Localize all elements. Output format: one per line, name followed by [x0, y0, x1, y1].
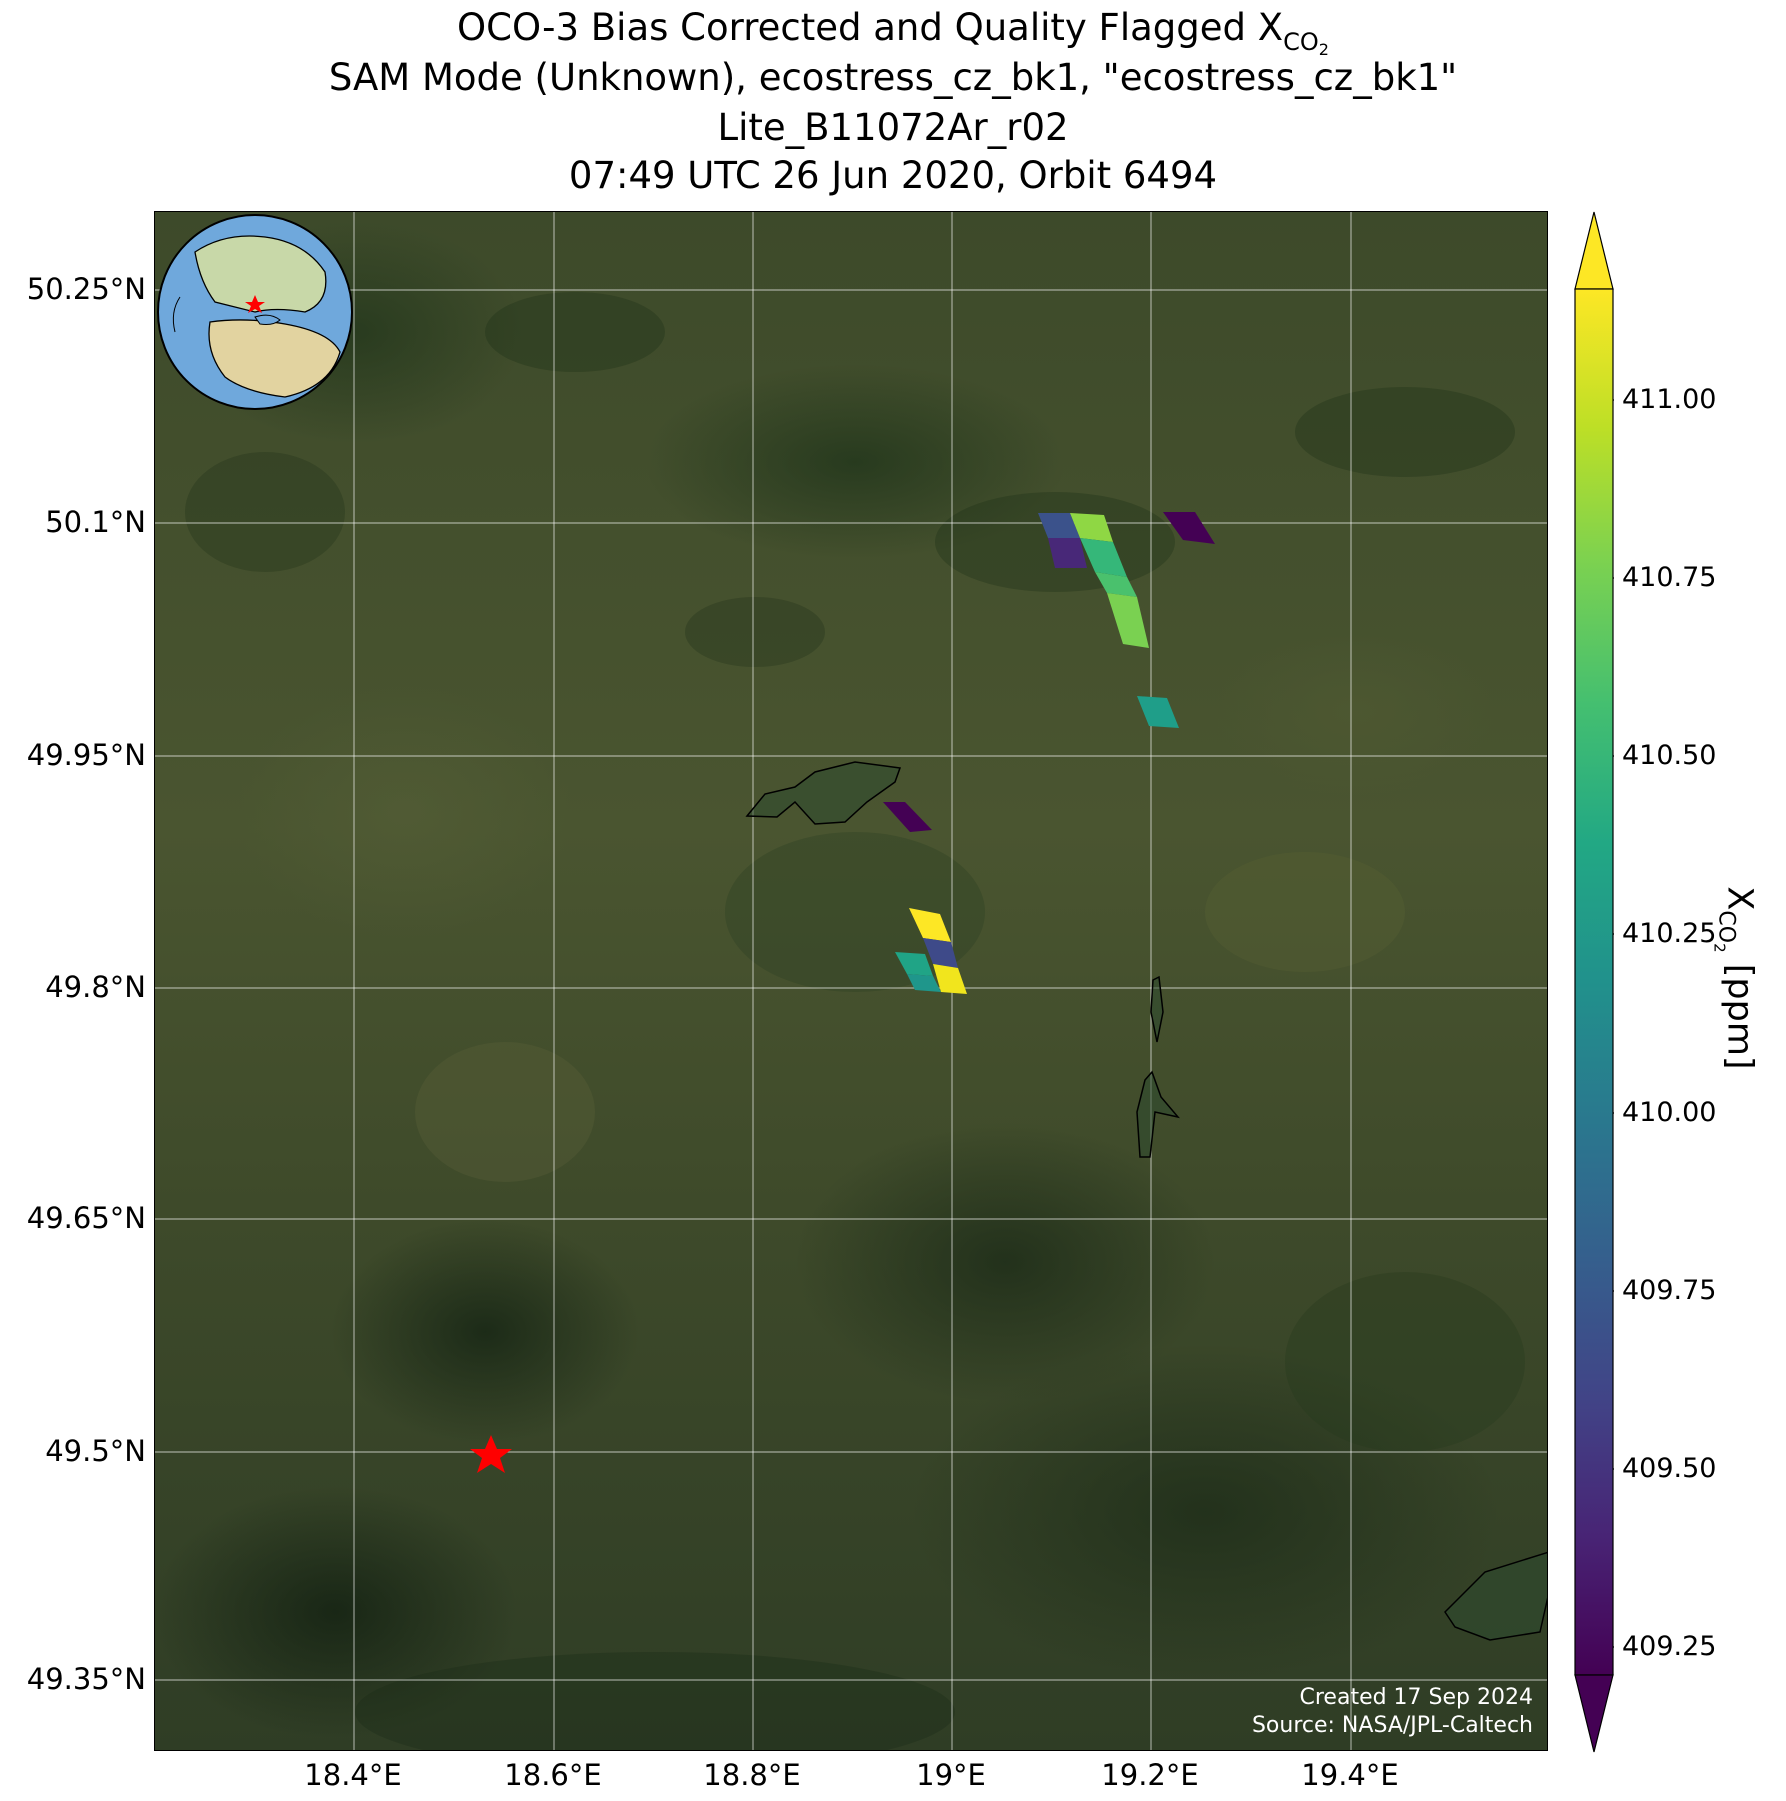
- xco2-soundings: [883, 512, 1215, 994]
- chart-title-line4: 07:49 UTC 26 Jun 2020, Orbit 6494: [568, 154, 1218, 197]
- lat-tick: 49.35°N: [26, 1662, 146, 1696]
- credits: Created 17 Sep 2024 Source: NASA/JPL-Cal…: [1252, 1684, 1533, 1740]
- lat-tick: 49.65°N: [26, 1201, 146, 1235]
- colorbar: [1574, 211, 1614, 1753]
- lat-tick: 50.25°N: [26, 272, 146, 306]
- sounding: [1038, 513, 1080, 538]
- colorbar-tick: 410.75: [1622, 562, 1717, 593]
- colorbar-tick: 410.25: [1622, 918, 1717, 949]
- colorbar-extend-min: [1574, 1674, 1614, 1753]
- colorbar-tick: 409.25: [1622, 1631, 1717, 1662]
- outlined-regions: [745, 761, 1547, 1641]
- lon-tick: 18.4°E: [304, 1758, 402, 1792]
- colorbar-label: XCO2 [ppm]: [1710, 886, 1760, 1070]
- target-star-marker: [470, 1435, 512, 1473]
- lon-tick: 18.8°E: [703, 1758, 801, 1792]
- inset-globe: [157, 214, 353, 410]
- chart-title-line1: OCO-3 Bias Corrected and Quality Flagged…: [457, 6, 1329, 59]
- sounding: [1080, 538, 1127, 577]
- data-source: Source: NASA/JPL-Caltech: [1251, 1713, 1533, 1738]
- lat-tick: 49.95°N: [26, 738, 146, 772]
- river-outline: [1150, 975, 1164, 1043]
- sounding: [895, 952, 933, 976]
- satellite-map: Created 17 Sep 2024 Source: NASA/JPL-Cal…: [154, 211, 1548, 1751]
- lake-outline: [745, 761, 902, 825]
- sounding: [907, 974, 941, 992]
- colorbar-gradient: [1574, 288, 1614, 1676]
- colorbar-extend-max: [1574, 211, 1614, 290]
- colorbar-tick: 411.00: [1622, 384, 1717, 415]
- lat-tick: 49.5°N: [45, 1434, 146, 1468]
- graticule: [155, 212, 1547, 1750]
- map-overlay: [155, 212, 1547, 1750]
- sounding: [1070, 513, 1113, 542]
- globe-location-star: [245, 295, 265, 313]
- sounding: [1137, 696, 1179, 728]
- lon-tick: 18.6°E: [504, 1758, 602, 1792]
- lon-tick: 19°E: [916, 1758, 986, 1792]
- sounding: [1163, 512, 1215, 544]
- terrain-texture: [185, 292, 1525, 1750]
- lat-tick: 50.1°N: [45, 505, 146, 539]
- chart-title-line3: Lite_B11072Ar_r02: [717, 106, 1069, 149]
- sounding: [1107, 593, 1149, 648]
- sounding: [933, 964, 967, 994]
- sounding: [883, 802, 932, 832]
- created-date: Created 17 Sep 2024: [1299, 1685, 1534, 1710]
- colorbar-tick: 409.50: [1622, 1453, 1717, 1484]
- lon-tick: 19.2°E: [1101, 1758, 1199, 1792]
- colorbar-tick: 410.00: [1622, 1097, 1717, 1128]
- sounding: [909, 908, 951, 942]
- region-outline-se: [1444, 1551, 1547, 1641]
- chart-title-line2: SAM Mode (Unknown), ecostress_cz_bk1, "e…: [328, 56, 1458, 99]
- reservoir-outline: [1136, 1070, 1181, 1158]
- colorbar-tick: 410.50: [1622, 740, 1717, 771]
- lat-tick: 49.8°N: [45, 970, 146, 1004]
- colorbar-tick: 409.75: [1622, 1275, 1717, 1306]
- sounding: [1095, 572, 1137, 597]
- lon-tick: 19.4°E: [1301, 1758, 1399, 1792]
- sounding: [1048, 538, 1087, 568]
- sounding: [923, 938, 958, 968]
